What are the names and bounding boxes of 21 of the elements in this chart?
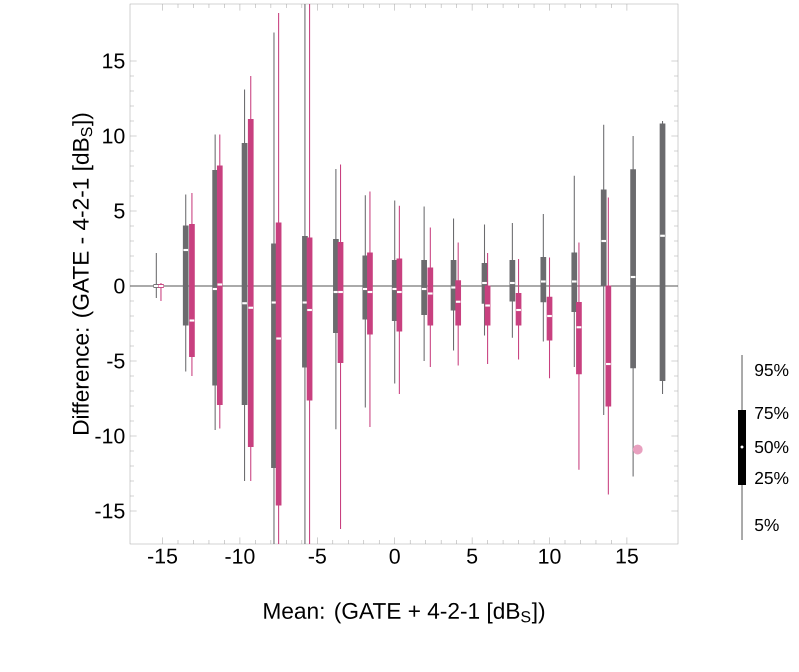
- y-tick-label: 15: [103, 54, 124, 68]
- x-tick-label: 0: [390, 548, 400, 564]
- x-tick-label: 10: [539, 548, 561, 564]
- y-tick-label: 0: [114, 278, 124, 294]
- x-tick-label: 15: [616, 548, 638, 564]
- y-tick-label: 10: [103, 128, 124, 144]
- y-tick-label: 5: [114, 204, 124, 218]
- y-axis-title: Difference: (GATE - 4-2-1 [dB$_{S}$]): [72, 114, 94, 434]
- x-tick-label: -5: [308, 548, 326, 564]
- x-axis-title: Mean: (GATE + 4-2-1 [dB$_{S}$]): [264, 602, 544, 624]
- text: 5%: [754, 518, 779, 532]
- y-tick-label: -15: [95, 504, 124, 518]
- y-tick-label: -5: [107, 354, 124, 368]
- x-tick-label: -10: [225, 548, 254, 564]
- text: 95%: [755, 364, 788, 376]
- y-tick-label: -10: [95, 428, 124, 444]
- text: 50%: [754, 440, 788, 454]
- text: 25%: [755, 472, 788, 484]
- text: 75%: [755, 406, 788, 420]
- x-tick-label: -15: [148, 548, 178, 564]
- x-tick-label: 5: [467, 548, 478, 564]
